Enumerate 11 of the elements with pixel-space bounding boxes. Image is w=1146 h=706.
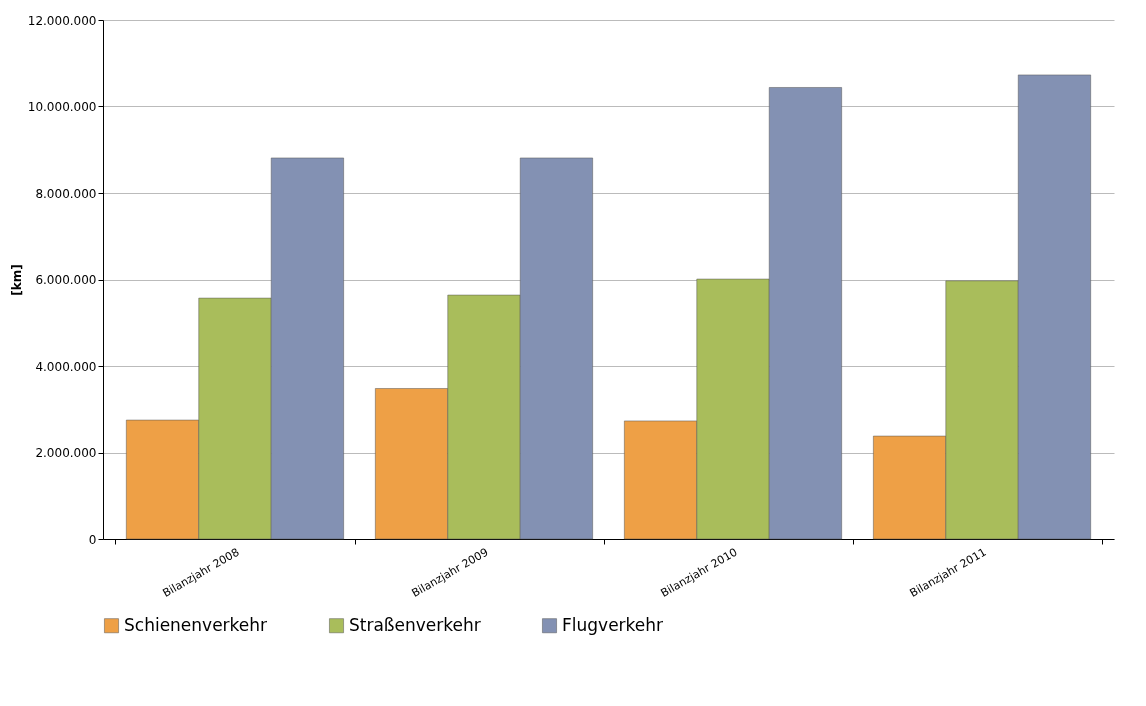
legend-label: Schienenverkehr bbox=[124, 614, 268, 635]
y-tick-label: 0 bbox=[88, 532, 97, 547]
legend-label: Straßenverkehr bbox=[349, 614, 481, 635]
y-tick-label: 12.000.000 bbox=[27, 13, 97, 28]
y-tick-label: 8.000.000 bbox=[35, 186, 97, 201]
y-tick-label: 2.000.000 bbox=[35, 446, 97, 460]
y-tick-label: 10.000.000 bbox=[27, 100, 97, 114]
y-tick-label: 4.000.000 bbox=[35, 359, 97, 374]
y-tick-label: 6.000.000 bbox=[35, 273, 97, 287]
legend-label: Flugverkehr bbox=[562, 614, 664, 635]
y-axis-title: [km] bbox=[9, 264, 24, 296]
